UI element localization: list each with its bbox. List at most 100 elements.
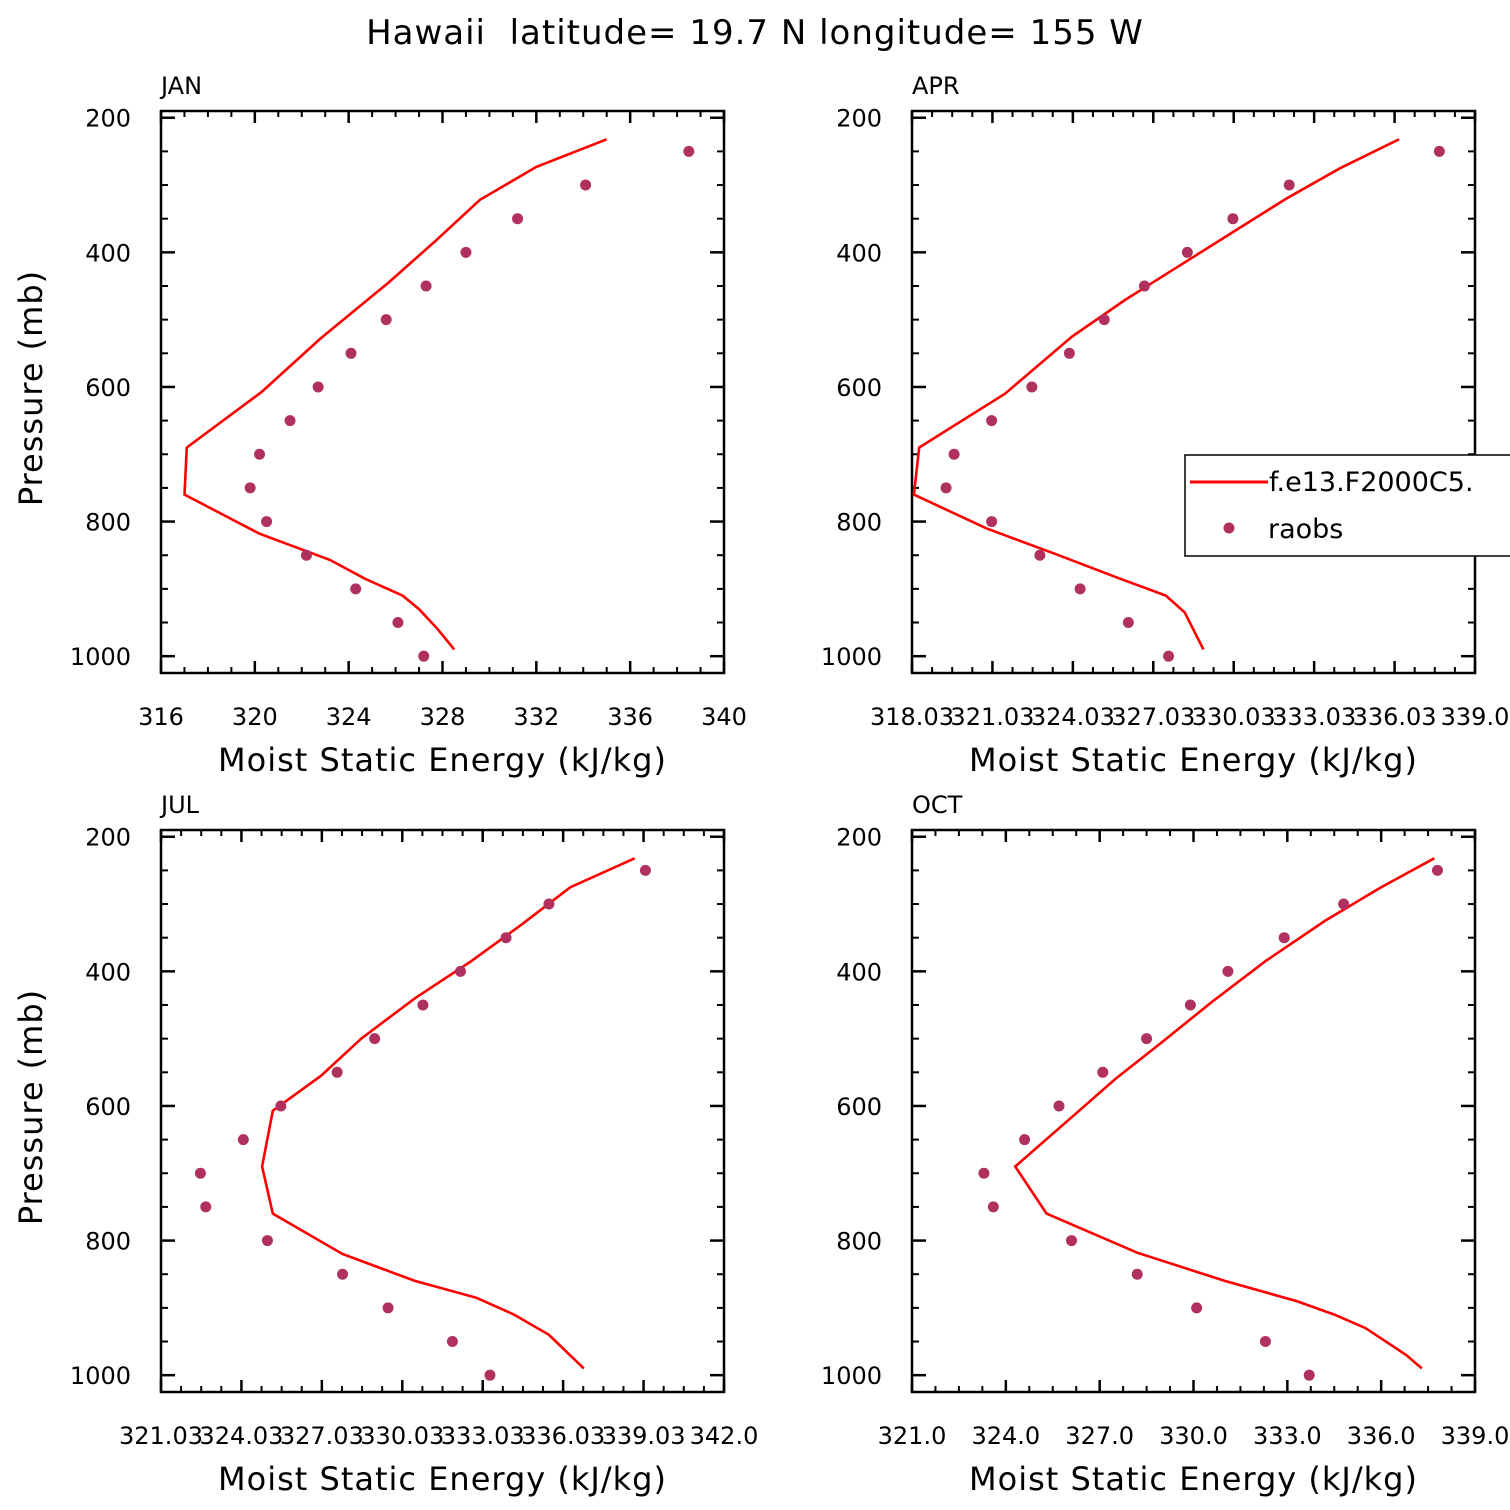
x-tick-label: 327.03	[1111, 703, 1195, 731]
obs-point	[1141, 1033, 1153, 1045]
obs-point	[300, 549, 312, 561]
legend-box	[1184, 454, 1510, 557]
obs-point	[639, 864, 651, 876]
obs-point	[254, 448, 266, 460]
x-tick-label: 339.03	[602, 1422, 686, 1450]
x-tick-label: 324.03	[199, 1422, 283, 1450]
obs-point	[1259, 1336, 1271, 1348]
obs-point	[237, 1134, 249, 1146]
x-tick-label: 340	[701, 703, 747, 731]
obs-point	[500, 932, 512, 944]
obs-point	[392, 617, 404, 629]
x-tick-label: 321.03	[950, 703, 1034, 731]
panel-label: OCT	[912, 791, 963, 819]
x-tick-label: 342.0	[690, 1422, 759, 1450]
y-tick-label: 600	[85, 374, 131, 402]
model-line	[1013, 857, 1435, 1370]
obs-point	[1122, 617, 1134, 629]
y-axis-label: Pressure (mb)	[12, 989, 50, 1225]
obs-point	[1053, 1100, 1065, 1112]
panel-label: APR	[912, 72, 960, 100]
obs-point	[380, 314, 392, 326]
panel-oct: OCT 321.0 324.0 327.0 330.0 333.0 336.0 339.0 20…	[821, 791, 1509, 1498]
obs-point	[1278, 932, 1290, 944]
obs-point	[331, 1066, 343, 1078]
plot-frame	[159, 109, 726, 675]
obs-point	[1181, 246, 1193, 258]
x-axis-label: Moist Static Energy (kJ/kg)	[969, 1460, 1418, 1498]
y-tick-label: 200	[836, 824, 882, 852]
obs-point	[1283, 179, 1295, 191]
x-tick-label: 327.03	[280, 1422, 364, 1450]
obs-point	[1303, 1369, 1315, 1381]
y-tick-label: 1000	[70, 1362, 131, 1390]
panel-jan: JAN 316 320 324 328 332 336 340 200 400 600 800 1000…	[12, 72, 747, 779]
legend-obs-label: raobs	[1268, 514, 1343, 545]
panel-label: JAN	[159, 72, 202, 100]
obs-point	[1191, 1302, 1203, 1314]
y-tick-label: 600	[836, 374, 882, 402]
obs-point	[986, 516, 998, 528]
panel-jul: JUL321.03324.03327.03330.03333.03336.033…	[12, 791, 758, 1498]
obs-point	[1433, 145, 1445, 157]
x-tick-label: 333.03	[1272, 703, 1356, 731]
obs-point	[986, 415, 998, 427]
y-tick-label: 600	[85, 1093, 131, 1121]
x-axis-label: Moist Static Energy (kJ/kg)	[218, 741, 667, 779]
panel-apr: APR318.03321.03324.03327.03330.03333.033…	[821, 72, 1509, 779]
y-tick-label: 200	[836, 105, 882, 133]
x-tick-label: 336	[607, 703, 653, 731]
y-tick-label: 400	[85, 958, 131, 986]
obs-point	[345, 347, 357, 359]
x-tick-label: 332	[513, 703, 559, 731]
plot-frame	[910, 109, 1477, 675]
obs-point	[1034, 549, 1046, 561]
x-tick-label: 324.0	[971, 1422, 1040, 1450]
plot-frame	[159, 828, 726, 1394]
x-tick-label: 339.0	[1441, 703, 1510, 731]
obs-point	[1138, 280, 1150, 292]
x-tick-label: 321.03	[119, 1422, 203, 1450]
model-line	[912, 138, 1400, 650]
obs-point	[194, 1167, 206, 1179]
obs-point	[1184, 999, 1196, 1011]
x-tick-label: 336.0	[1347, 1422, 1416, 1450]
obs-point	[1338, 898, 1350, 910]
y-tick-label: 800	[85, 1228, 131, 1256]
obs-point	[420, 280, 432, 292]
legend-obs-marker	[1223, 522, 1235, 534]
obs-point	[580, 179, 592, 191]
y-tick-label: 1000	[70, 643, 131, 671]
x-tick-label: 321.0	[878, 1422, 947, 1450]
obs-point	[1163, 650, 1175, 662]
obs-point	[484, 1369, 496, 1381]
obs-point	[337, 1268, 349, 1280]
y-tick-label: 400	[85, 239, 131, 267]
obs-point	[1098, 314, 1110, 326]
panels: JAN 316 320 324 328 332 336 340 200 400 600 800 1000…	[12, 72, 1509, 1498]
obs-point	[350, 583, 362, 595]
x-tick-label: 336.03	[1353, 703, 1437, 731]
x-axis-label: Moist Static Energy (kJ/kg)	[969, 741, 1418, 779]
figure-title: Hawaii latitude= 19.7 N longitude= 155 W	[366, 13, 1144, 53]
obs-point	[543, 898, 555, 910]
obs-point	[1227, 213, 1239, 225]
obs-point	[200, 1201, 212, 1213]
obs-point	[683, 145, 695, 157]
obs-point	[261, 1235, 273, 1247]
obs-point	[261, 516, 273, 528]
x-tick-label: 328	[420, 703, 466, 731]
obs-point	[446, 1336, 458, 1348]
obs-point	[1131, 1268, 1143, 1280]
y-tick-label: 1000	[821, 1362, 882, 1390]
obs-point	[417, 999, 429, 1011]
obs-point	[1097, 1066, 1109, 1078]
model-line	[260, 857, 636, 1370]
panel-label: JUL	[159, 791, 200, 819]
obs-point	[1074, 583, 1086, 595]
y-tick-label: 400	[836, 958, 882, 986]
x-tick-label: 330.03	[1192, 703, 1276, 731]
obs-point	[1066, 1235, 1078, 1247]
obs-point	[454, 965, 466, 977]
y-tick-label: 800	[85, 509, 131, 537]
